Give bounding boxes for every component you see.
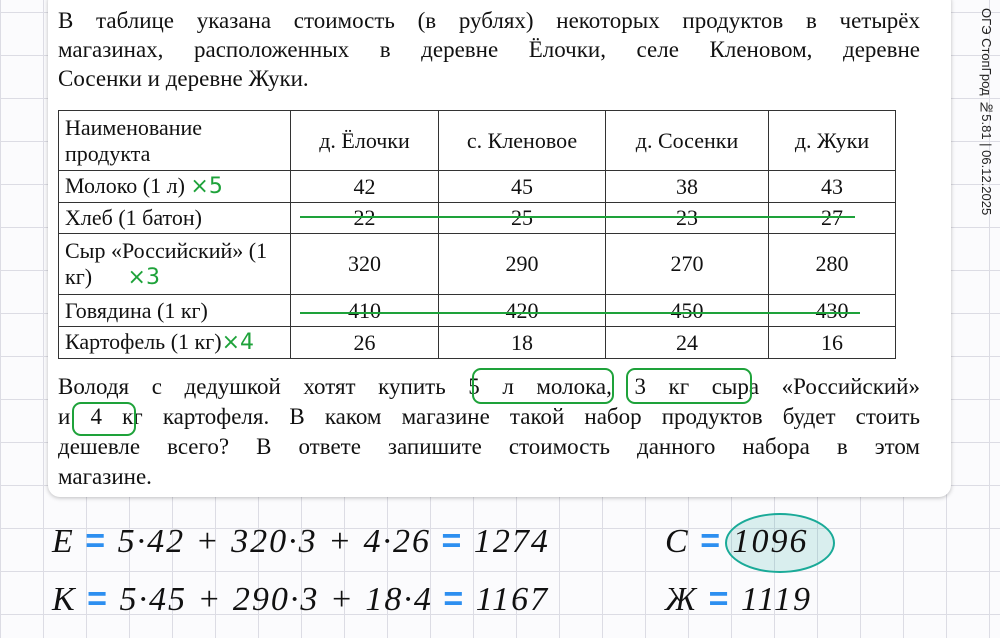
cell: 280 [768,233,896,295]
cell: 42 [290,170,439,203]
table-row: Молоко (1 л) ×5 42 45 38 43 [58,170,896,203]
equals-sign: = [441,522,464,560]
highlight-cheese [626,368,752,404]
store-letter: С [665,523,690,560]
cell: 23 [605,202,769,234]
calc-elochki: Е = 5·42 + 320·3 + 4·26 = 1274 [52,522,550,561]
question-line: Володя с дедушкой хотят купить 5 л молок… [58,374,920,399]
question-line: магазине. [58,464,152,489]
header-cell: д. Сосенки [605,110,769,171]
cell: 450 [605,294,769,327]
store-letter: Е [52,523,75,560]
intro-line: магазинах, расположенных в деревне Ёлочк… [58,37,920,62]
equals-sign: = [708,580,731,618]
equals-sign: = [443,580,466,618]
cell: 38 [605,170,769,203]
multiplier-milk: ×5 [190,174,223,199]
result: 1274 [473,523,550,560]
intro-line: В таблице указана стоимость (в рублях) н… [58,8,920,33]
cell: 420 [438,294,606,327]
store-letter: К [52,581,77,618]
question-line: и 4 кг картофеля. В каком магазине такой… [58,404,920,429]
intro-line: Сосенки и деревне Жуки. [58,66,309,91]
highlight-potato [72,402,136,436]
cell: 24 [605,326,769,359]
cell: 270 [605,233,769,295]
price-table: Наименование продукта д. Ёлочки с. Клено… [58,110,896,359]
cell: 27 [768,202,896,234]
header-cell: Наименование продукта [58,110,291,171]
cell: 410 [290,294,439,327]
table-row: Сыр «Российский» (1 кг) ×3 320 290 270 280 [58,233,896,295]
table-row: Хлеб (1 батон) 22 25 23 27 [58,202,896,234]
expression: 5·45 + 290·3 + 18·4 [119,581,433,618]
store-letter: Ж [665,581,699,618]
product-label: Картофель (1 кг) [65,329,222,354]
cell: Хлеб (1 батон) [58,202,291,234]
result: 1119 [741,581,812,618]
cell: 430 [768,294,896,327]
cell: 320 [290,233,439,295]
calc-sosenki: С = 1096 [665,522,809,561]
equals-sign: = [87,580,109,618]
cell: 18 [438,326,606,359]
strikethrough-bread [300,216,855,218]
product-label: Сыр «Российский» (1 кг) [65,237,268,289]
cell: 290 [438,233,606,295]
calc-zhuki: Ж = 1119 [665,580,812,619]
header-cell: д. Жуки [768,110,896,171]
expression: 5·42 + 320·3 + 4·26 [117,523,432,560]
cell: 25 [438,202,606,234]
table-header-row: Наименование продукта д. Ёлочки с. Клено… [58,110,896,171]
result: 1096 [732,523,809,560]
product-label: Молоко (1 л) [65,173,185,198]
header-cell: д. Ёлочки [290,110,439,171]
table-row: Говядина (1 кг) 410 420 450 430 [58,294,896,327]
cell: Молоко (1 л) ×5 [58,170,291,203]
table-row: Картофель (1 кг)×4 26 18 24 16 [58,326,896,359]
answer-circle [725,513,835,573]
strikethrough-beef [300,312,860,314]
cell: 43 [768,170,896,203]
cell: 26 [290,326,439,359]
highlight-milk [472,368,614,404]
side-label: ОГЭ СтопГрод №5.81 | 06.12.2025 [979,8,994,216]
multiplier-potato: ×4 [221,330,255,355]
cell: 45 [438,170,606,203]
equals-sign: = [85,522,108,560]
question-line: дешевле всего? В ответе запишите стоимос… [58,434,920,459]
cell: Говядина (1 кг) [58,294,291,327]
cell: Сыр «Российский» (1 кг) ×3 [58,233,291,295]
cell: 22 [290,202,439,234]
calc-klenovoe: К = 5·45 + 290·3 + 18·4 = 1167 [52,580,549,619]
multiplier-cheese: ×3 [127,264,160,290]
header-cell: с. Кленовое [438,110,606,171]
result: 1167 [475,581,550,618]
cell: 16 [768,326,896,359]
cell: Картофель (1 кг)×4 [58,326,291,359]
equals-sign: = [700,522,723,560]
